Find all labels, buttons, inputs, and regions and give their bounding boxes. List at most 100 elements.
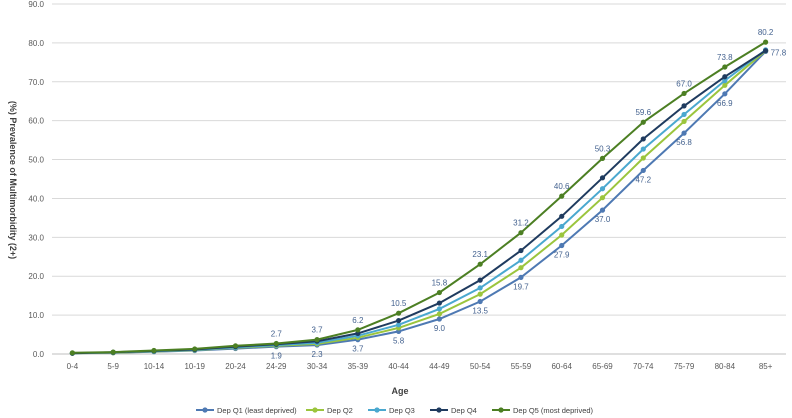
series-line-q3 bbox=[72, 49, 767, 355]
data-label: 6.2 bbox=[352, 316, 364, 325]
data-label: 67.0 bbox=[676, 79, 692, 88]
x-axis-ticks: 0-4 5-9 10-14 10-19 20-24 24-29 30-34 35-39 40-4… bbox=[67, 362, 773, 371]
series-line-q5 bbox=[72, 41, 767, 354]
y-tick-label: 90.0 bbox=[28, 0, 44, 9]
y-tick-label: 30.0 bbox=[28, 233, 44, 242]
data-point-q5 bbox=[640, 119, 646, 125]
x-tick-label: 50-54 bbox=[470, 362, 491, 371]
legend-marker bbox=[498, 407, 504, 413]
series-line-q2 bbox=[72, 49, 767, 355]
data-labels: 2.7 3.7 6.2 10.5 15.8 23.1 31.2 40.6 50.3 59.6 67.… bbox=[271, 28, 787, 361]
data-point-q2 bbox=[599, 195, 606, 201]
data-label: 2.7 bbox=[271, 330, 283, 339]
y-tick-label: 70.0 bbox=[28, 78, 44, 87]
x-tick-label: 10-19 bbox=[184, 362, 205, 371]
data-point-q2 bbox=[640, 155, 646, 161]
data-point-q1 bbox=[559, 242, 565, 249]
data-point-q3 bbox=[396, 322, 402, 328]
y-tick-label: 80.0 bbox=[28, 39, 44, 48]
data-point-q1 bbox=[681, 130, 687, 136]
data-label: 3.7 bbox=[311, 326, 323, 335]
data-point-q3 bbox=[599, 186, 606, 192]
data-label: 13.5 bbox=[472, 307, 488, 316]
data-point-q4 bbox=[763, 48, 769, 54]
y-axis-ticks: 0.0 10.0 20.0 30.0 40.0 50.0 60.0 70.0 80.0 90.0 bbox=[28, 0, 44, 359]
data-label: 40.6 bbox=[554, 182, 570, 191]
legend-marker bbox=[312, 407, 318, 413]
data-point-q3 bbox=[640, 146, 646, 152]
data-point-q4 bbox=[640, 136, 646, 142]
data-label: 5.8 bbox=[393, 336, 405, 345]
data-point-q5 bbox=[559, 193, 565, 199]
data-label: 23.1 bbox=[472, 250, 488, 259]
data-point-q4 bbox=[681, 103, 687, 109]
y-axis-title: (%) Prevalence of Multimorbidity (2+) bbox=[8, 101, 18, 259]
data-label: 80.2 bbox=[758, 28, 774, 37]
x-tick-label: 40-44 bbox=[388, 362, 409, 371]
data-point-q1 bbox=[640, 167, 646, 174]
x-tick-label: 5-9 bbox=[107, 362, 119, 371]
data-point-q5 bbox=[599, 155, 606, 161]
x-tick-label: 85+ bbox=[759, 362, 773, 371]
data-label: 3.7 bbox=[352, 345, 364, 354]
x-tick-label: 44-49 bbox=[429, 362, 450, 371]
data-point-q4 bbox=[599, 175, 606, 181]
legend-marker bbox=[374, 407, 380, 413]
data-point-q3 bbox=[681, 111, 687, 118]
data-point-q5 bbox=[314, 337, 320, 343]
data-point-q2 bbox=[518, 265, 524, 271]
data-point-q5 bbox=[355, 327, 361, 333]
data-point-q5 bbox=[436, 289, 442, 296]
x-tick-label: 20-24 bbox=[225, 362, 246, 371]
y-tick-label: 40.0 bbox=[28, 194, 44, 203]
data-point-q2 bbox=[559, 232, 565, 238]
data-point-q4 bbox=[722, 74, 728, 80]
data-label: 77.8 bbox=[771, 48, 787, 57]
data-point-q2 bbox=[722, 82, 728, 88]
data-point-q1 bbox=[436, 316, 442, 322]
data-point-q2 bbox=[477, 291, 483, 297]
x-tick-label: 75-79 bbox=[674, 362, 695, 371]
data-label: 73.8 bbox=[717, 53, 733, 62]
data-label: 9.0 bbox=[434, 324, 446, 333]
x-axis-title: Age bbox=[391, 386, 408, 396]
x-tick-label: 35-39 bbox=[348, 362, 369, 371]
x-tick-label: 30-34 bbox=[307, 362, 328, 371]
x-tick-label: 24-29 bbox=[266, 362, 287, 371]
data-point-q5 bbox=[151, 347, 157, 354]
legend: Dep Q1 (least deprived) Dep Q2 Dep Q3 Dep Q… bbox=[196, 406, 594, 415]
data-point-q3 bbox=[559, 223, 565, 230]
data-point-q4 bbox=[477, 277, 483, 283]
data-point-q1 bbox=[599, 207, 606, 213]
data-label: 56.8 bbox=[676, 138, 692, 147]
x-tick-label: 0-4 bbox=[67, 362, 79, 371]
data-point-q5 bbox=[232, 343, 239, 349]
legend-entry: Dep Q5 (most deprived) bbox=[513, 406, 594, 415]
data-point-q5 bbox=[681, 90, 687, 97]
x-tick-label: 65-69 bbox=[592, 362, 613, 371]
x-tick-label: 70-74 bbox=[633, 362, 654, 371]
data-point-q4 bbox=[518, 247, 524, 254]
data-point-q5 bbox=[722, 64, 728, 70]
legend-entry: Dep Q4 bbox=[451, 406, 477, 415]
data-label: 59.6 bbox=[635, 108, 651, 117]
data-label: 50.3 bbox=[595, 144, 611, 153]
data-label: 31.2 bbox=[513, 219, 529, 228]
data-point-q5 bbox=[396, 310, 402, 316]
legend-marker bbox=[202, 407, 208, 413]
data-point-q5 bbox=[192, 346, 198, 352]
data-label: 37.0 bbox=[595, 215, 611, 224]
data-label: 66.9 bbox=[717, 99, 733, 108]
legend-marker bbox=[436, 407, 442, 413]
data-point-q3 bbox=[518, 257, 524, 263]
data-point-q4 bbox=[436, 300, 442, 306]
data-label: 19.7 bbox=[513, 282, 529, 291]
gridlines bbox=[52, 3, 786, 355]
data-point-q5 bbox=[477, 261, 483, 267]
data-point-q2 bbox=[681, 118, 687, 125]
data-point-q1 bbox=[722, 91, 728, 97]
data-label: 2.3 bbox=[311, 350, 323, 359]
data-point-q5 bbox=[69, 350, 75, 356]
y-tick-label: 20.0 bbox=[28, 272, 44, 281]
legend-entry: Dep Q3 bbox=[389, 406, 415, 415]
